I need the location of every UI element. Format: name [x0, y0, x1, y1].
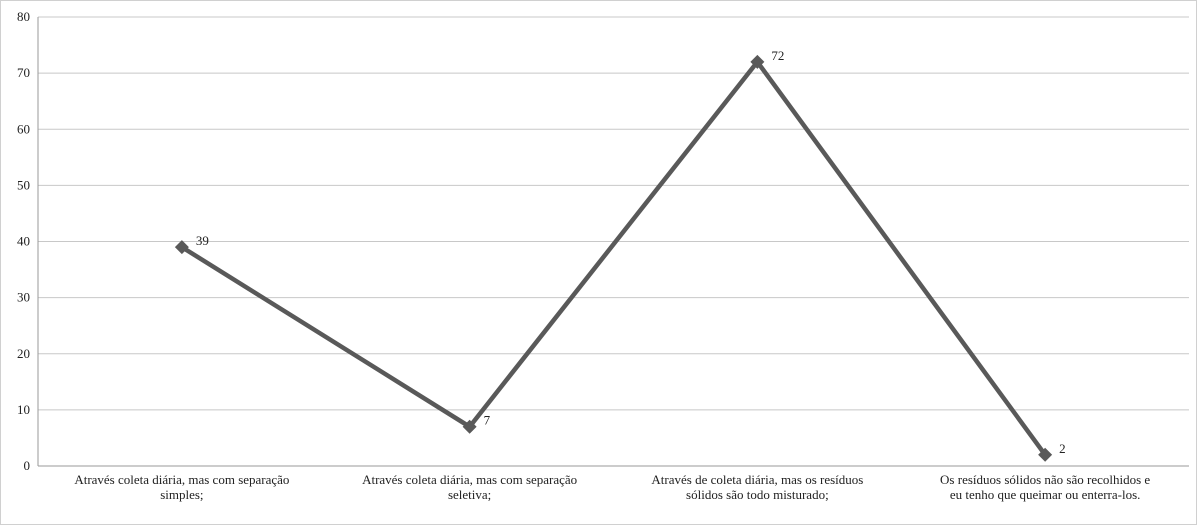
- x-category-label: Através coleta diária, mas com separação…: [74, 472, 289, 502]
- y-tick-label: 10: [17, 402, 30, 417]
- y-tick-label: 50: [17, 177, 30, 192]
- y-tick-label: 80: [17, 9, 30, 24]
- y-tick-label: 30: [17, 290, 30, 305]
- data-label: 39: [196, 233, 209, 248]
- y-tick-label: 20: [17, 346, 30, 361]
- gridlines: [37, 16, 1189, 467]
- y-axis-ticks: 0 10 20 30 40 50 60 70 80: [17, 9, 30, 473]
- series-group: 39 7 72 2: [174, 48, 1066, 462]
- data-point-marker: [1038, 447, 1053, 462]
- data-label: 72: [771, 48, 784, 63]
- x-category-label: Os resíduos sólidos não são recolhidos e…: [940, 472, 1150, 502]
- data-point-marker: [174, 240, 189, 255]
- x-axis-categories: Através coleta diária, mas com separação…: [74, 472, 1150, 502]
- y-tick-label: 70: [17, 65, 30, 80]
- data-point-marker: [462, 419, 477, 434]
- y-tick-label: 0: [24, 458, 31, 473]
- x-category-label: Através de coleta diária, mas os resíduo…: [651, 472, 863, 502]
- data-label: 7: [484, 413, 491, 428]
- y-tick-label: 40: [17, 234, 30, 249]
- data-label: 2: [1059, 441, 1066, 456]
- data-point-marker: [750, 54, 765, 69]
- y-tick-label: 60: [17, 121, 30, 136]
- series-line: [180, 58, 1047, 457]
- x-category-label: Através coleta diária, mas com separação…: [362, 472, 577, 502]
